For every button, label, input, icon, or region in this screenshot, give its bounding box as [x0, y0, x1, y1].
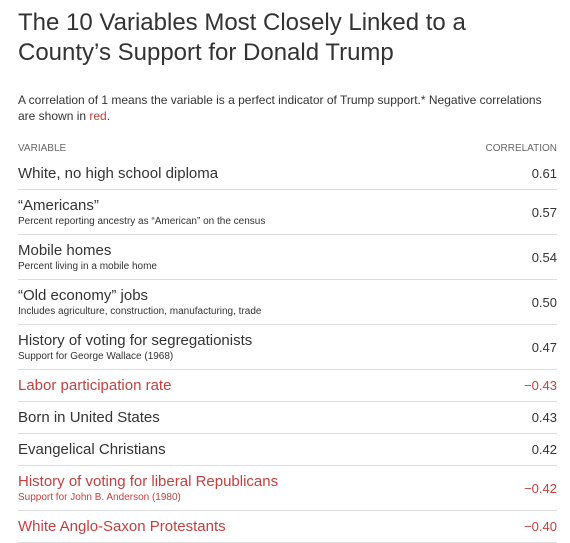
correlation-value: 0.50 — [531, 294, 557, 310]
correlation-value: 0.61 — [531, 166, 557, 181]
variable-cell: History of voting for liberal Republican… — [18, 472, 278, 504]
variable-cell: History of voting for segregationists Sup… — [18, 331, 252, 363]
table-row: Evangelical Christians 0.42 — [18, 434, 557, 466]
table-row: White Anglo-Saxon Protestants −0.40 — [18, 511, 557, 543]
variable-name: Evangelical Christians — [18, 441, 166, 458]
variable-cell: “Americans” Percent reporting ancestry as… — [18, 196, 265, 228]
variable-cell: White, no high school diploma — [18, 164, 218, 183]
table-row: Born in United States 0.43 — [18, 402, 557, 434]
subtitle: A correlation of 1 means the variable is… — [18, 92, 557, 124]
correlation-value: 0.54 — [531, 249, 557, 265]
correlation-value: 0.47 — [531, 339, 557, 355]
correlation-value: 0.57 — [531, 204, 557, 220]
correlation-value: −0.40 — [524, 519, 557, 534]
title: The 10 Variables Most Closely Linked to … — [18, 9, 466, 66]
correlation-value: −0.42 — [524, 480, 557, 496]
table-row: “Old economy” jobs Includes agriculture, … — [18, 280, 557, 325]
variable-name: History of voting for segregationists — [18, 332, 253, 349]
variable-cell: Evangelical Christians — [18, 440, 166, 459]
variable-name: White Anglo-Saxon Protestants — [18, 518, 226, 535]
variable-name: White, no high school diploma — [18, 165, 219, 182]
subtitle-red: red — [89, 109, 107, 123]
correlation-value: −0.43 — [524, 378, 557, 393]
table-header: VARIABLE CORRELATION — [18, 143, 557, 158]
variable-note: Support for George Wallace (1968) — [18, 351, 174, 362]
variable-name: Labor participation rate — [18, 377, 172, 394]
subtitle-text: A correlation of 1 means the variable is… — [18, 93, 542, 123]
variable-cell: Mobile homes Percent living in a mobile h… — [18, 241, 157, 273]
column-header: VARIABLE — [18, 143, 67, 154]
table-row: Labor participation rate −0.43 — [18, 370, 557, 402]
table-row: Mobile homes Percent living in a mobile h… — [18, 235, 557, 280]
variable-name: Mobile homes — [18, 242, 112, 259]
variable-note: Percent living in a mobile home — [18, 261, 157, 272]
correlation-value: 0.42 — [531, 442, 557, 457]
variable-name: “Americans” — [18, 197, 99, 214]
variable-cell: White Anglo-Saxon Protestants — [18, 517, 226, 536]
subtitle-end: . — [106, 109, 111, 123]
table-body: White, no high school diploma 0.61 “Americ… — [18, 158, 557, 543]
variable-cell: Born in United States — [18, 408, 160, 427]
page: The 10 Variables Most Closely Linked to … — [18, 9, 557, 543]
variable-note: Support for John B. Anderson (1980) — [18, 492, 181, 503]
variable-note: Includes agriculture, construction, manu… — [18, 306, 262, 317]
table-row: History of voting for liberal Republican… — [18, 466, 557, 511]
variable-name: “Old economy” jobs — [18, 287, 149, 304]
correlation-value: 0.43 — [531, 410, 557, 425]
table-row: White, no high school diploma 0.61 — [18, 158, 557, 190]
variable-name: History of voting for liberal Republican… — [18, 473, 279, 490]
column-header: CORRELATION — [485, 143, 558, 154]
variable-cell: Labor participation rate — [18, 376, 171, 395]
variable-note: Percent reporting ancestry as “American”… — [18, 216, 266, 227]
variable-cell: “Old economy” jobs Includes agriculture, … — [18, 286, 261, 318]
variable-name: Born in United States — [18, 409, 160, 426]
table-row: “Americans” Percent reporting ancestry as… — [18, 190, 557, 235]
table-row: History of voting for segregationists Sup… — [18, 325, 557, 370]
